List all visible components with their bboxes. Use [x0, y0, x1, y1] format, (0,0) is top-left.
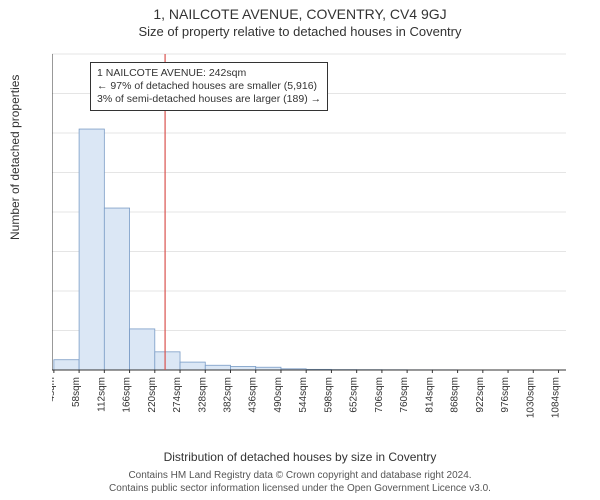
- annotation-line2: ← 97% of detached houses are smaller (5,…: [97, 80, 321, 93]
- svg-text:490sqm: 490sqm: [273, 377, 284, 413]
- annotation-line1: 1 NAILCOTE AVENUE: 242sqm: [97, 67, 321, 80]
- svg-text:112sqm: 112sqm: [96, 377, 107, 412]
- footer-line2: Contains public sector information licen…: [0, 483, 600, 496]
- svg-text:652sqm: 652sqm: [349, 377, 360, 413]
- svg-text:976sqm: 976sqm: [500, 377, 511, 413]
- svg-text:436sqm: 436sqm: [248, 377, 259, 413]
- svg-text:382sqm: 382sqm: [222, 377, 233, 413]
- footer-line1: Contains HM Land Registry data © Crown c…: [0, 470, 600, 483]
- page-title-line2: Size of property relative to detached ho…: [0, 22, 600, 39]
- svg-text:598sqm: 598sqm: [323, 377, 334, 413]
- chart-container: 050010001500200025003000350040004sqm58sq…: [52, 48, 572, 428]
- svg-text:4sqm: 4sqm: [52, 377, 57, 401]
- x-axis-caption: Distribution of detached houses by size …: [0, 450, 600, 464]
- svg-text:760sqm: 760sqm: [399, 377, 410, 413]
- svg-text:328sqm: 328sqm: [197, 377, 208, 413]
- svg-text:544sqm: 544sqm: [298, 377, 309, 413]
- footer: Contains HM Land Registry data © Crown c…: [0, 470, 600, 495]
- annotation-box: 1 NAILCOTE AVENUE: 242sqm ← 97% of detac…: [90, 62, 328, 111]
- svg-text:220sqm: 220sqm: [147, 377, 158, 413]
- svg-text:166sqm: 166sqm: [122, 377, 133, 413]
- svg-text:274sqm: 274sqm: [172, 377, 183, 413]
- svg-text:814sqm: 814sqm: [424, 377, 435, 413]
- svg-text:922sqm: 922sqm: [475, 377, 486, 413]
- page-title-line1: 1, NAILCOTE AVENUE, COVENTRY, CV4 9GJ: [0, 0, 600, 22]
- annotation-line3: 3% of semi-detached houses are larger (1…: [97, 93, 321, 106]
- svg-text:58sqm: 58sqm: [71, 377, 82, 407]
- svg-text:1084sqm: 1084sqm: [551, 377, 562, 418]
- svg-text:1030sqm: 1030sqm: [525, 377, 536, 418]
- y-axis-label: Number of detached properties: [8, 75, 22, 240]
- svg-text:868sqm: 868sqm: [450, 377, 461, 413]
- svg-text:706sqm: 706sqm: [374, 377, 385, 413]
